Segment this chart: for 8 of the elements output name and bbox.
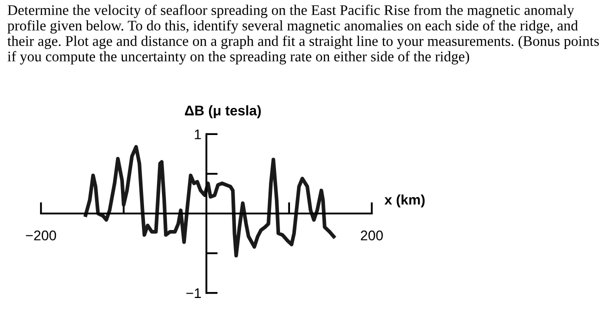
y-tick-label: −1 [186, 288, 201, 298]
chart-title: Determine the velocity of seafloor spreading on the East Pacific Rise from the magnetic anomaly profile given below. To do this, identify several magnetic anomalies on each side of the ridge, and their age. Plot age and distance on a graph and fit a straight line to your measurements. (Bonus points if you compute the uncertainty on the spreading rate on either side of the ridge) [7, 4, 599, 64]
y-axis-title: ΔB (μ tesla) [184, 105, 261, 118]
x-axis-title: x (km) [384, 194, 425, 208]
x-tick-label: 200 [360, 230, 383, 240]
line-series [84, 145, 336, 258]
x-tick-label: −200 [26, 230, 56, 240]
y-tick-label: 1 [194, 130, 201, 140]
